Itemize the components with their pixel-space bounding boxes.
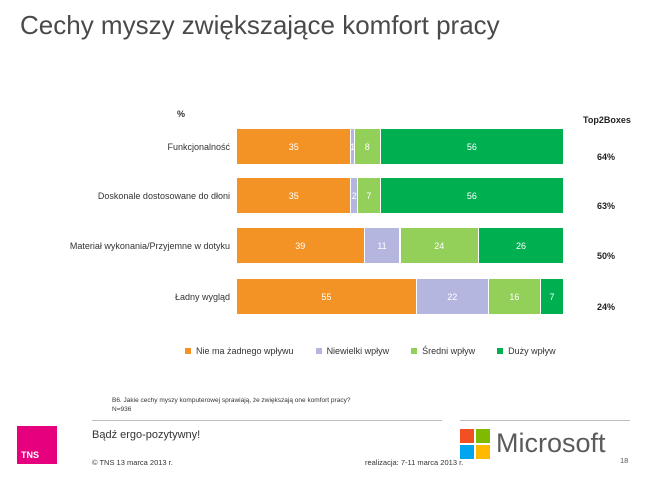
microsoft-logo-square [476, 428, 490, 443]
legend-item: Nie ma żadnego wpływu [185, 346, 294, 356]
slogan: Bądź ergo-pozytywny! [92, 429, 201, 441]
data-label: 35 [288, 141, 299, 152]
top2boxes-value: 64% [597, 152, 616, 162]
legend-label: Średni wpływ [422, 346, 476, 356]
data-label: 55 [321, 291, 332, 302]
page-number: 18 [620, 456, 629, 465]
category-label: Ładny wygląd [174, 292, 230, 302]
legend-swatch [185, 348, 191, 354]
top2boxes-value: 50% [597, 251, 616, 261]
top2boxes-value: 24% [597, 302, 616, 312]
footnote-sample: N=936 [112, 406, 132, 413]
category-label: Funkcjonalność [167, 142, 230, 152]
bar-segment: 7 [357, 178, 381, 213]
data-label: 35 [288, 190, 299, 201]
footer-divider-left [92, 420, 442, 421]
footer-divider-right [460, 420, 630, 421]
bar-segment: 56 [380, 129, 564, 164]
legend-swatch [315, 348, 322, 354]
percent-label: % [177, 109, 186, 119]
bar-segment: 55 [237, 279, 417, 314]
microsoft-logo-square [476, 444, 490, 459]
data-label: 11 [377, 240, 387, 251]
bar-segment: 39 [237, 228, 365, 263]
legend-swatch [497, 348, 504, 354]
top2boxes-value: 63% [597, 201, 616, 211]
legend-label: Niewielki wpływ [326, 346, 390, 356]
tns-logo: TNS [17, 426, 57, 464]
bar-segment: 16 [488, 279, 542, 314]
legend-item: Duży wpływ [497, 346, 556, 356]
data-label: 16 [509, 291, 520, 302]
tns-logo-text: TNS [21, 450, 39, 460]
legend-label: Duży wpływ [508, 346, 556, 356]
legend-label: Nie ma żadnego wpływu [196, 346, 294, 356]
bar-segment: 1 [350, 129, 356, 164]
bar-segment: 2 [351, 178, 358, 213]
data-label: 7 [549, 291, 555, 302]
footnote: B6. Jakie cechy myszy komputerowej spraw… [112, 396, 350, 414]
page-title: Cechy myszy zwiększające komfort pracy [20, 10, 500, 40]
data-label: 26 [515, 240, 526, 251]
bar-segment: 56 [380, 178, 564, 213]
bar-segment: 11 [364, 228, 401, 263]
data-label: 8 [364, 141, 370, 152]
microsoft-logo-square [460, 444, 474, 459]
data-label: 24 [434, 240, 445, 251]
bar-segment: 7 [541, 279, 564, 314]
top2boxes-header: Top2Boxes [583, 115, 631, 125]
bar-segment: 35 [237, 129, 352, 164]
bar-segment: 8 [354, 129, 381, 164]
realization-text: realizacja: 7-11 marca 2013 r. [365, 458, 464, 467]
data-label: 7 [366, 190, 372, 201]
category-label: Materiał wykonania/Przyjemne w dotyku [69, 241, 230, 251]
category-label: Doskonale dostosowane do dłoni [97, 191, 230, 201]
copyright-text: © TNS 13 marca 2013 r. [92, 458, 173, 467]
bar-segment: 26 [478, 228, 564, 263]
bar-segment: 35 [237, 178, 352, 213]
data-label: 2 [351, 190, 357, 201]
footnote-question: B6. Jakie cechy myszy komputerowej spraw… [112, 397, 351, 404]
microsoft-wordmark: Microsoft [496, 428, 606, 458]
microsoft-windows-icon [460, 428, 490, 459]
data-label: 56 [466, 190, 477, 201]
data-label: 22 [447, 291, 458, 302]
bar-segment: 24 [400, 228, 479, 263]
legend-item: Średni wpływ [411, 346, 475, 356]
microsoft-logo-square [460, 428, 474, 443]
stacked-bar-chart: Funkcjonalność 35 1 8 56 64% Doskonale dostoso… [0, 120, 650, 360]
chart-legend: Nie ma żadnego wpływu Niewielki wpływ Śred… [185, 346, 556, 356]
legend-item: Niewielki wpływ [315, 346, 390, 356]
legend-swatch [411, 348, 418, 354]
microsoft-logo: Microsoft [460, 428, 606, 459]
data-label: 39 [295, 240, 306, 251]
data-label: 56 [466, 141, 477, 152]
data-label: 1 [350, 141, 356, 152]
bar-segment: 22 [416, 279, 489, 314]
